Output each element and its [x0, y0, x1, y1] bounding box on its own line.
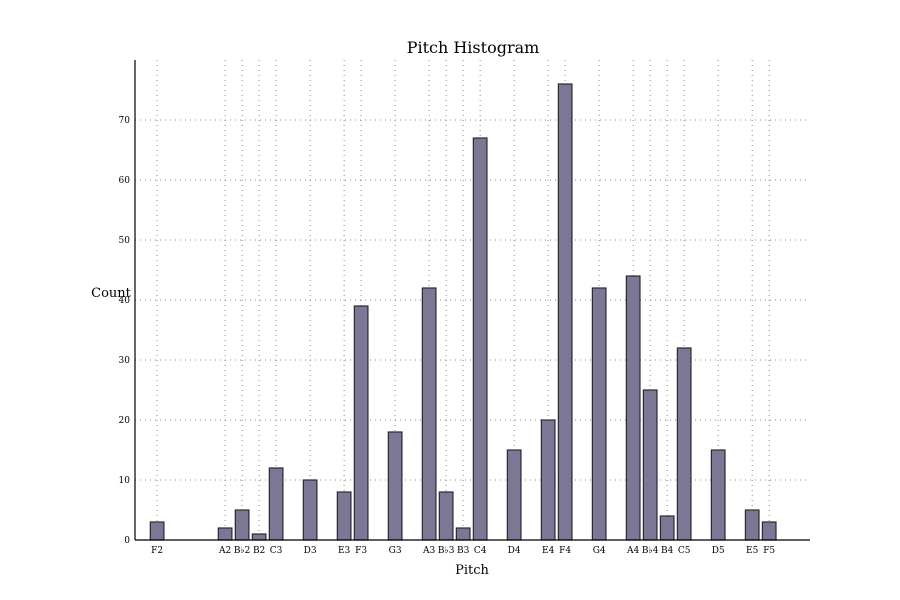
axes: [134, 60, 810, 541]
y-tick-label: 10: [119, 476, 131, 486]
x-tick-label: E5: [746, 546, 759, 556]
x-tick-label: D4: [508, 546, 521, 556]
x-tick-label: F3: [355, 546, 367, 556]
x-tick-label: F5: [763, 546, 775, 556]
chart-title: Pitch Histogram: [407, 38, 540, 57]
bar-A4: [625, 275, 641, 541]
bar-E3: [336, 491, 352, 541]
x-tick-labels: F2 A2 B♭2 B2 C3 D3 E3 F3 G3 A3 B♭3 B3 C4 D4 E4 F4 G4 A4 B♭…: [151, 546, 775, 556]
y-tick-label: 20: [119, 416, 131, 426]
x-tick-label: A4: [626, 546, 639, 556]
bar-B4: [659, 515, 675, 541]
bar-F4: [557, 83, 573, 541]
y-axis-label: Count: [91, 286, 132, 301]
x-tick-label: C5: [678, 546, 691, 556]
x-tick-label: E3: [338, 546, 351, 556]
y-tick-label: 50: [119, 236, 131, 246]
bar-C3: [268, 467, 284, 541]
y-tick-label: 30: [119, 356, 131, 366]
x-tick-label: B♭3: [438, 546, 455, 556]
bar-A3: [421, 287, 437, 541]
bar-E5: [744, 509, 760, 541]
grid: [135, 60, 810, 540]
bar-B2: [251, 533, 267, 541]
x-tick-label: E4: [542, 546, 555, 556]
x-tick-label: B2: [253, 546, 265, 556]
x-tick-label: G3: [389, 546, 402, 556]
x-tick-label: A2: [218, 546, 231, 556]
x-tick-label: B4: [661, 546, 674, 556]
bar-G3: [387, 431, 403, 541]
bar-B♭2: [234, 509, 250, 541]
x-tick-label: G4: [593, 546, 606, 556]
x-tick-label: A3: [422, 546, 435, 556]
x-tick-label: D3: [304, 546, 317, 556]
y-tick-label: 40: [119, 296, 131, 306]
x-axis-label: Pitch: [455, 563, 489, 578]
bar-B3: [455, 527, 471, 541]
bar-C5: [676, 347, 692, 541]
bar-D5: [710, 449, 726, 541]
x-tick-label: D5: [712, 546, 725, 556]
x-tick-label: B♭4: [642, 546, 659, 556]
bar-D4: [506, 449, 522, 541]
x-tick-label: F4: [559, 546, 571, 556]
x-tick-label: B3: [457, 546, 470, 556]
y-tick-labels: 0 10 20 30 40 50 60 70: [119, 116, 131, 546]
bar-F3: [353, 305, 369, 541]
x-tick-label: C3: [270, 546, 283, 556]
y-tick-label: 0: [124, 536, 130, 546]
bar-B♭3: [438, 491, 454, 541]
y-tick-label: 60: [119, 176, 131, 186]
y-tick-label: 70: [119, 116, 131, 126]
bar-F2: [149, 521, 165, 541]
bar-C4: [472, 137, 488, 541]
x-tick-label: F2: [151, 546, 163, 556]
x-tick-label: C4: [474, 546, 487, 556]
bar-B♭4: [642, 389, 658, 541]
bar-F5: [761, 521, 777, 541]
bar-A2: [217, 527, 233, 541]
bars: [149, 83, 777, 541]
bar-E4: [540, 419, 556, 541]
bar-D3: [302, 479, 318, 541]
bar-G4: [591, 287, 607, 541]
x-tick-label: B♭2: [234, 546, 251, 556]
